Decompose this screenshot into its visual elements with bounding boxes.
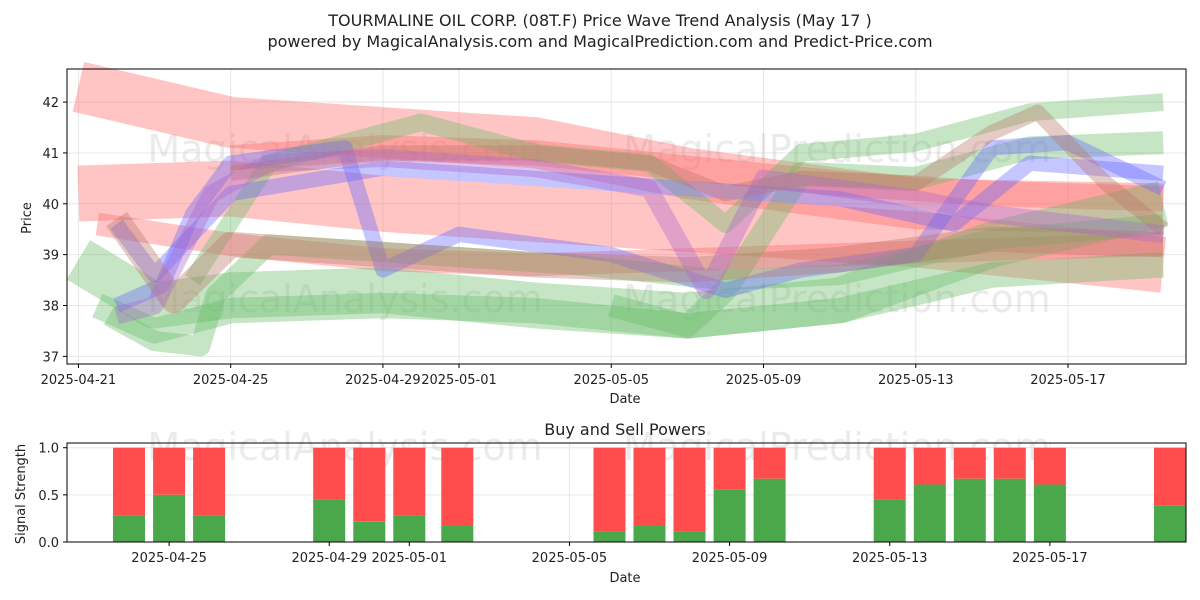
sell-power-bar [193, 447, 226, 516]
power-xtick-label: 2025-04-25 [131, 551, 207, 566]
sell-power-bar [353, 447, 386, 522]
power-ytick-label: 1.0 [38, 442, 59, 457]
power-ylabel: Signal Strength [14, 444, 29, 544]
power-xlabel: Date [609, 571, 640, 586]
power-xtick-label: 2025-05-09 [692, 551, 768, 566]
main-xtick-label: 2025-05-13 [878, 373, 954, 388]
main-plot-background [67, 69, 1186, 364]
main-price-plot: MagicalAnalysis.com MagicalPrediction.com… [41, 62, 1187, 388]
main-xtick-label: 2025-05-09 [726, 373, 802, 388]
main-ytick-label: 42 [42, 96, 59, 111]
sell-power-bar [953, 447, 986, 479]
watermark-text: MagicalPrediction.com [623, 277, 1051, 321]
wave-band-red-wave-4 [229, 135, 1164, 212]
sell-power-bar [441, 447, 474, 526]
sell-power-bar [1033, 447, 1066, 485]
power-xtick-label: 2025-05-17 [1012, 551, 1088, 566]
main-ytick-label: 40 [42, 198, 59, 213]
watermark-text: MagicalAnalysis.com [147, 277, 542, 321]
wave-band-red-wave-2 [77, 160, 1167, 293]
buy-power-bar [1033, 484, 1066, 542]
sell-power-bar [633, 447, 666, 526]
buy-power-bar [593, 531, 626, 542]
buy-power-bar [393, 515, 426, 542]
power-plot-frame [66, 442, 1187, 543]
buy-power-bar [753, 478, 786, 542]
buy-power-bar [953, 478, 986, 542]
chart-title-line2: powered by MagicalAnalysis.com and Magic… [267, 32, 932, 51]
sell-power-bar [593, 447, 626, 532]
wave-band-brown-wave-1 [106, 211, 1164, 314]
wave-band-red-wave-1 [72, 62, 1164, 235]
main-xtick-label: 2025-05-01 [421, 373, 497, 388]
power-xtick-label: 2025-05-05 [532, 551, 608, 566]
sell-power-bar [873, 447, 906, 500]
sell-power-bar [313, 447, 346, 500]
buy-sell-power-plot: MagicalAnalysis.com MagicalPrediction.com… [38, 425, 1187, 566]
main-plot-frame [66, 68, 1187, 365]
wave-band-green-wave-3 [103, 213, 1165, 357]
buy-power-bar [441, 526, 474, 542]
wave-band-green-wave-4 [185, 93, 1164, 285]
wave-band-green-wave-1 [66, 181, 1169, 339]
power-ytick-label: 0.0 [38, 536, 59, 551]
sell-power-bar [153, 447, 186, 495]
chart-title-line1: TOURMALINE OIL CORP. (08T.F) Price Wave … [327, 11, 871, 30]
main-xtick-label: 2025-04-21 [41, 373, 117, 388]
wave-band-green-wave-2 [92, 252, 1164, 344]
main-ytick-label: 39 [42, 249, 59, 264]
main-xtick-label: 2025-04-25 [193, 373, 269, 388]
sell-power-bar [393, 447, 426, 516]
buy-power-bar [913, 484, 946, 542]
main-xlabel: Date [609, 392, 640, 407]
main-xtick-label: 2025-05-17 [1030, 373, 1106, 388]
buy-power-bar [633, 526, 666, 542]
watermark-text: MagicalAnalysis.com [147, 127, 542, 171]
power-ytick-label: 0.5 [38, 489, 59, 504]
buy-power-bar [673, 531, 706, 542]
sell-power-bar [713, 447, 746, 490]
wave-band-blue-wave-2 [110, 155, 1164, 283]
main-ytick-label: 41 [42, 147, 59, 162]
main-ylabel: Price [20, 202, 35, 234]
buy-power-bar [993, 478, 1026, 542]
power-xtick-label: 2025-04-29 [291, 551, 367, 566]
wave-band-green-wave-5 [608, 131, 1164, 338]
sell-power-bar [993, 447, 1026, 479]
watermark-text: MagicalPrediction.com [623, 127, 1051, 171]
power-xtick-label: 2025-05-01 [372, 551, 448, 566]
wave-band-brown-wave-2 [229, 104, 1168, 236]
main-xtick-label: 2025-04-29 [345, 373, 421, 388]
buy-power-bar [113, 515, 145, 542]
power-xtick-label: 2025-05-13 [852, 551, 928, 566]
sell-power-bar [753, 447, 786, 479]
wave-band-purple-wave-1 [114, 149, 1165, 325]
power-title: Buy and Sell Powers [544, 420, 706, 439]
sell-power-bar [913, 447, 946, 485]
buy-power-bar [353, 521, 386, 542]
wave-band-red-wave-3 [95, 212, 1164, 277]
main-xtick-label: 2025-05-05 [573, 373, 649, 388]
buy-power-bar [1154, 505, 1186, 542]
wave-band-blue-wave-1 [113, 135, 1167, 313]
buy-power-bar [713, 489, 746, 542]
buy-power-bar [153, 494, 186, 542]
main-ytick-label: 37 [42, 350, 59, 365]
sell-power-bar [1154, 447, 1186, 506]
buy-power-bar [313, 499, 346, 542]
main-ytick-label: 38 [42, 300, 59, 315]
sell-power-bar [113, 447, 145, 516]
buy-power-bar [873, 499, 906, 542]
sell-power-bar [673, 447, 706, 532]
buy-power-bar [193, 515, 226, 542]
